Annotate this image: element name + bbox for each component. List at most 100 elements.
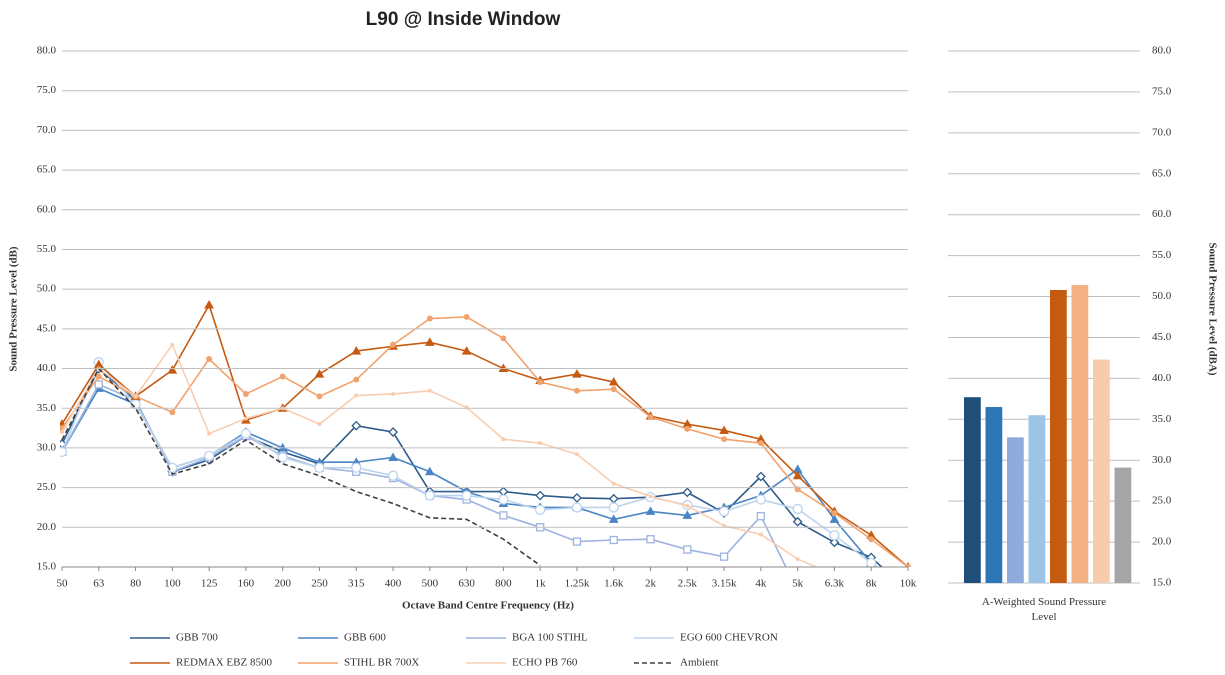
marker [500,335,507,342]
x-tick-label: 2k [645,578,657,590]
marker [426,315,433,322]
series-line [61,303,909,567]
marker [461,490,472,501]
x-tick-label: 100 [164,578,181,590]
x-tick-label: 500 [422,578,439,590]
marker [608,502,619,513]
y-tick-label: 20.0 [37,521,57,533]
y-tick-label: 25.0 [1152,495,1172,507]
marker [832,573,836,577]
y-tick-label: 80.0 [1152,45,1172,57]
y-tick-label: 15.0 [37,561,57,573]
bar [985,407,1003,583]
marker [169,409,176,416]
marker [574,452,579,457]
marker [758,532,763,537]
y-tick-label: 55.0 [1152,249,1172,261]
marker [755,471,766,482]
y-tick-label: 65.0 [37,164,57,176]
marker [610,386,617,393]
x-tick-label: 315 [348,578,365,590]
x-tick-label: 125 [201,578,218,590]
y-tick-label: 70.0 [37,124,57,136]
marker [755,494,767,505]
marker [277,452,288,463]
marker [572,537,582,546]
marker [240,428,252,439]
marker [498,363,509,373]
marker [718,506,730,517]
marker [608,377,619,386]
marker [314,462,325,473]
marker [685,503,690,508]
marker [501,437,506,442]
bar [1050,289,1067,583]
marker [866,557,877,567]
x-axis-label-line: Level [1031,611,1056,623]
x-tick-label: 6.3k [825,578,845,590]
legend-label: BGA 100 STIHL [512,632,588,644]
series-line [61,387,878,567]
x-tick-label: 63 [93,578,105,590]
marker [535,490,546,501]
y-tick-label: 25.0 [37,481,57,493]
marker [204,300,214,309]
x-tick-label: 2.5k [678,578,698,590]
marker [608,493,619,504]
marker [829,514,840,523]
x-tick-label: 4k [755,578,767,590]
bar [1093,359,1110,583]
x-tick-label: 50 [57,578,69,590]
y-tick-label: 45.0 [1152,331,1172,343]
marker [242,390,249,397]
legend-label: STIHL BR 700X [344,657,419,669]
legend-label: REDMAX EBZ 8500 [176,657,272,669]
x-axis-label-line: A-Weighted Sound Pressure [982,596,1106,608]
marker [646,535,655,544]
marker [94,380,103,389]
y-tick-label: 50.0 [1152,290,1172,302]
marker [682,487,693,498]
x-tick-label: 1k [535,578,547,590]
marker [60,446,68,458]
y-tick-label: 55.0 [37,243,57,255]
marker [792,503,803,515]
marker [831,510,838,517]
series-line [61,360,878,567]
bar [964,397,981,583]
marker [354,393,359,398]
x-tick-label: 5k [792,578,804,590]
x-tick-label: 1.6k [604,578,624,590]
marker [647,413,654,420]
x-tick-label: 800 [495,578,512,590]
marker [167,462,178,473]
marker [684,425,691,432]
marker [203,450,215,462]
marker [792,516,803,527]
x-tick-label: 200 [274,578,291,590]
marker [609,535,618,545]
marker [95,373,102,380]
x-tick-label: 160 [238,578,255,590]
y-tick-label: 60.0 [1152,208,1172,220]
bar [1114,467,1132,583]
marker [424,337,435,346]
marker [133,394,138,399]
marker [608,514,619,523]
series-line [61,367,883,567]
y-tick-label: 40.0 [1152,372,1172,384]
marker [829,530,840,541]
marker [391,391,396,396]
marker [683,545,692,554]
marker [645,506,656,515]
y-tick-label: 30.0 [1152,454,1172,466]
marker [905,564,911,567]
x-axis-label: A-Weighted Sound Pressure Level [982,596,1106,623]
marker [167,365,178,374]
legend-label: EGO 600 CHEVRON [680,632,778,644]
y-axis-label: Sound Pressure Level (dB) [8,246,20,372]
marker [537,379,544,386]
marker [170,342,175,347]
marker [719,552,729,561]
